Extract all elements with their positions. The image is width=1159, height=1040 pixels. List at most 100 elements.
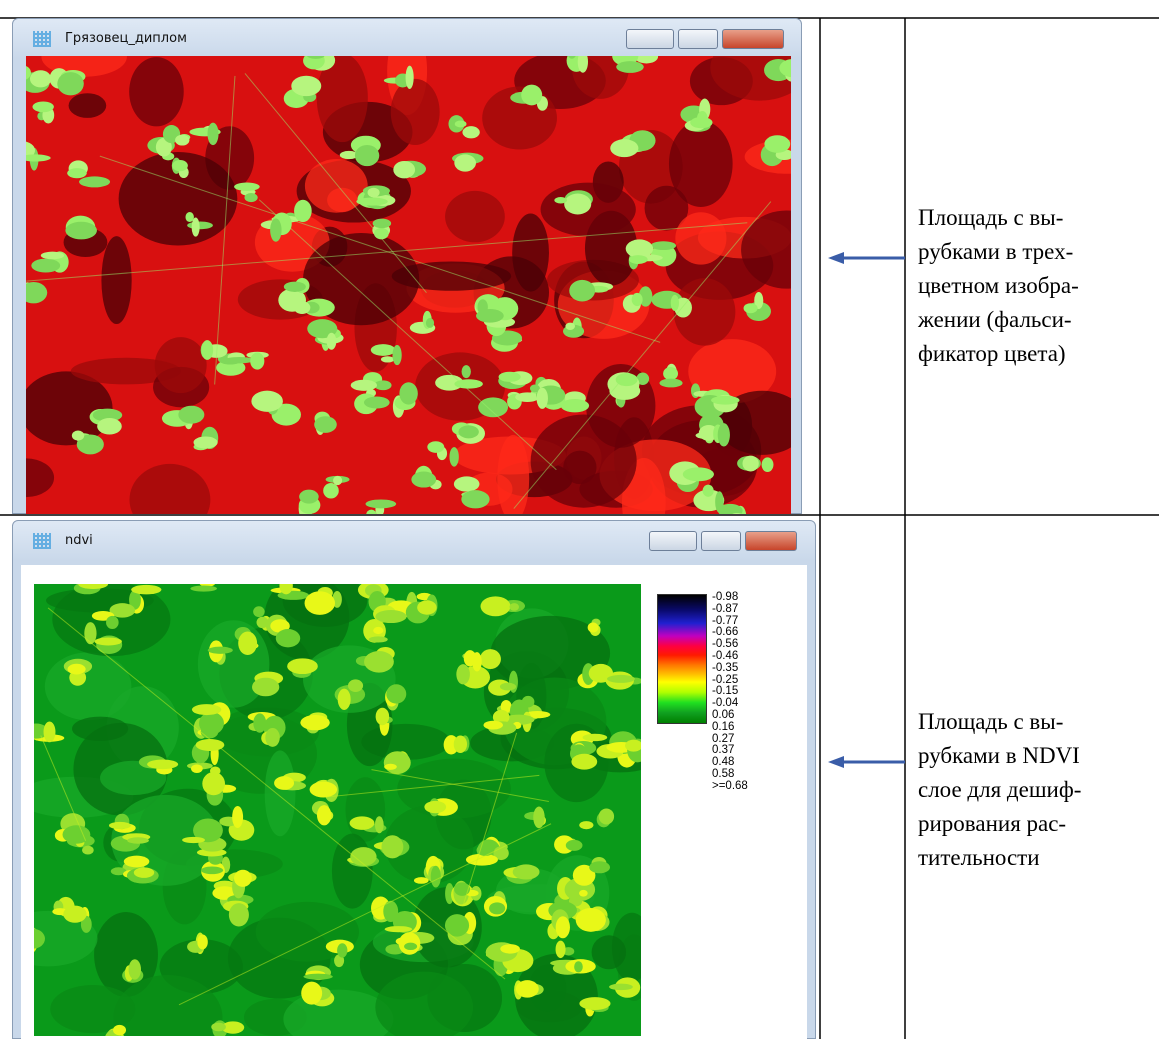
clearing xyxy=(301,982,322,1005)
clearing xyxy=(253,606,265,617)
clearing xyxy=(478,397,508,417)
clearing xyxy=(513,864,540,879)
clearing xyxy=(178,406,204,424)
clearing xyxy=(185,212,193,222)
maximize-button[interactable] xyxy=(701,531,741,551)
clearing xyxy=(232,806,243,828)
clearing xyxy=(629,255,648,264)
maximize-button[interactable] xyxy=(678,29,718,49)
clearing xyxy=(202,772,225,795)
clearing xyxy=(583,734,608,741)
clearing xyxy=(393,161,415,178)
clearing xyxy=(337,943,347,957)
clearing xyxy=(65,222,97,240)
clearing xyxy=(252,678,279,697)
clearing xyxy=(197,934,208,949)
minimize-button[interactable] xyxy=(649,531,697,551)
clearing xyxy=(84,622,96,644)
clearing xyxy=(381,356,394,362)
clearing xyxy=(671,295,679,311)
clearing xyxy=(715,491,724,512)
close-button[interactable] xyxy=(722,29,784,49)
clearing xyxy=(455,120,467,127)
clearing xyxy=(510,603,519,611)
clearing xyxy=(516,980,539,997)
clearing xyxy=(113,1025,126,1035)
clearing xyxy=(317,805,331,825)
clearing xyxy=(554,197,567,203)
image-patch xyxy=(512,214,549,292)
clearing xyxy=(355,145,379,166)
clearing xyxy=(323,483,339,498)
caption-line: рубками в трех- xyxy=(918,235,1073,269)
clearing xyxy=(764,135,790,153)
caption-line: Площадь с вы- xyxy=(918,705,1063,739)
clearing xyxy=(599,808,614,824)
clearing xyxy=(327,333,337,350)
clearing xyxy=(68,664,86,675)
satellite-image xyxy=(26,56,791,514)
clearing xyxy=(348,679,363,692)
clearing xyxy=(350,816,375,829)
clearing xyxy=(744,303,758,313)
clearing xyxy=(338,689,351,710)
clearing xyxy=(427,441,444,453)
image-patch xyxy=(265,750,296,836)
clearing xyxy=(41,252,64,260)
clearing xyxy=(201,340,213,360)
clearing xyxy=(579,890,588,897)
clearing xyxy=(576,908,606,932)
clearing xyxy=(414,877,429,884)
clearing xyxy=(291,76,321,96)
arrow xyxy=(828,252,905,264)
clearing xyxy=(521,85,542,106)
ndvi-image xyxy=(34,584,641,1036)
clearing xyxy=(476,309,504,323)
clearing xyxy=(238,632,257,656)
clearing xyxy=(97,418,122,435)
clearing xyxy=(484,721,503,730)
clearing xyxy=(234,870,252,887)
clearing xyxy=(515,392,539,402)
clearing xyxy=(589,861,610,873)
clearing xyxy=(251,391,283,412)
minimize-button[interactable] xyxy=(626,29,674,49)
clearing xyxy=(472,652,482,671)
clearing xyxy=(458,425,478,438)
clearing xyxy=(574,961,583,972)
clearing xyxy=(384,764,397,770)
clearing xyxy=(762,457,774,472)
image-patch xyxy=(445,191,505,242)
clearing xyxy=(364,397,390,409)
clearing xyxy=(63,825,91,843)
clearing xyxy=(462,126,479,138)
clearing xyxy=(703,485,714,497)
clearing xyxy=(417,600,436,614)
clearing xyxy=(44,721,56,742)
clearing xyxy=(382,835,404,858)
clearing xyxy=(190,586,217,592)
clearing xyxy=(182,837,205,843)
clearing xyxy=(274,776,294,790)
clearing xyxy=(651,241,676,250)
clearing xyxy=(124,856,150,868)
document: Грязовец_диплом ndvi -0.98-0.87-0.77-0.6… xyxy=(0,0,1159,1039)
close-button[interactable] xyxy=(745,531,797,551)
clearing xyxy=(106,616,119,629)
clearing xyxy=(743,456,759,472)
clearing xyxy=(384,751,411,774)
clearing xyxy=(364,651,394,673)
clearing xyxy=(569,280,595,302)
clearing xyxy=(424,801,446,813)
clearing xyxy=(72,430,84,440)
clearing xyxy=(376,708,390,725)
clearing xyxy=(187,221,213,229)
clearing xyxy=(356,198,387,206)
window: ndvi xyxy=(12,520,816,1039)
clearing xyxy=(270,218,281,241)
clearing xyxy=(392,345,401,365)
clearing xyxy=(556,916,570,938)
clearing xyxy=(191,764,203,773)
clearing xyxy=(556,941,566,958)
clearing xyxy=(683,467,714,481)
